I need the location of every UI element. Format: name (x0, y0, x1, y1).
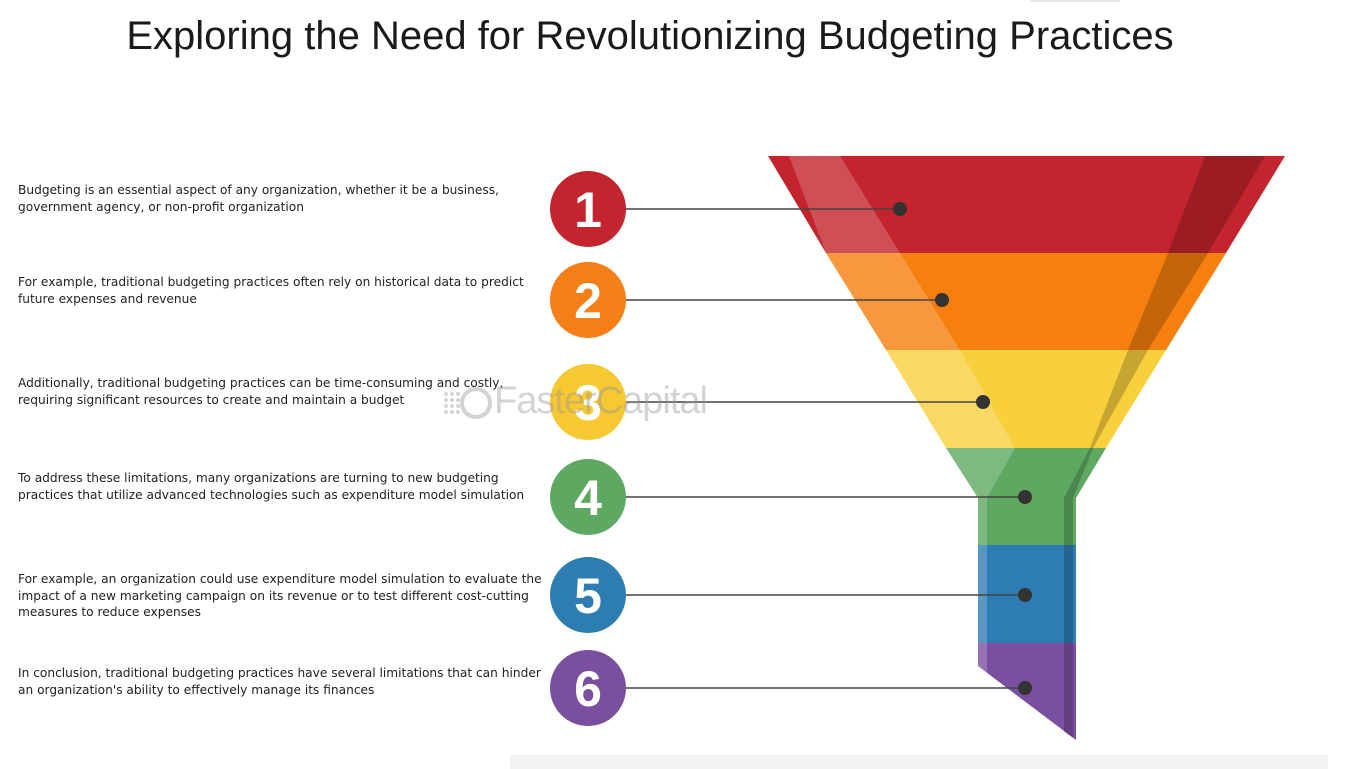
step-6-badge: 6 (550, 650, 626, 726)
step-6-text: In conclusion, traditional budgeting pra… (18, 666, 541, 697)
top-edge-fragment (1030, 0, 1120, 2)
svg-text:1: 1 (574, 182, 602, 238)
funnel-right-shadow (1064, 156, 1265, 738)
watermark: FasterCapital (442, 380, 708, 423)
step-4-text: To address these limitations, many organ… (18, 471, 525, 502)
step-3-text: Additionally, traditional budgeting prac… (18, 376, 504, 407)
connector-dot-5 (1018, 588, 1032, 602)
page-title: Exploring the Need for Revolutionizing B… (126, 14, 1174, 58)
svg-text:4: 4 (574, 470, 602, 526)
funnel-band-1 (768, 156, 1285, 253)
svg-text:3: 3 (574, 375, 602, 431)
funnel-band-3 (886, 350, 1166, 448)
step-5-badge: 5 (550, 557, 626, 633)
connector-dot-1 (893, 202, 907, 216)
connector-dot-4 (1018, 490, 1032, 504)
step-1-text: Budgeting is an essential aspect of any … (18, 183, 499, 214)
svg-text:2: 2 (574, 273, 602, 329)
step-2-badge: 2 (550, 262, 626, 338)
watermark-text: FasterCapital (494, 380, 708, 422)
connector-dot-2 (935, 293, 949, 307)
connector-dot-3 (976, 395, 990, 409)
watermark-logo-icon (444, 386, 492, 419)
svg-text:5: 5 (574, 568, 602, 624)
step-5-text: For example, an organization could use e… (18, 572, 542, 619)
step-2-text: For example, traditional budgeting pract… (18, 275, 524, 306)
step-1-badge: 1 (550, 171, 626, 247)
step-3-badge: 3 (550, 364, 626, 440)
connector-dot-6 (1018, 681, 1032, 695)
funnel-band-2 (826, 253, 1226, 350)
bottom-bar (510, 755, 1328, 769)
svg-text:6: 6 (574, 661, 602, 717)
step-4-badge: 4 (550, 459, 626, 535)
